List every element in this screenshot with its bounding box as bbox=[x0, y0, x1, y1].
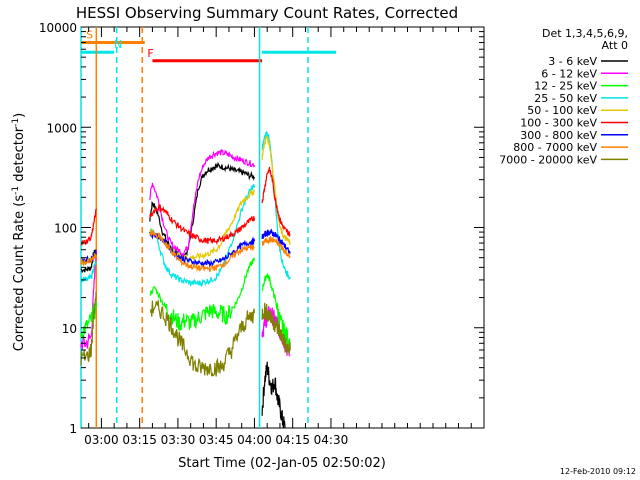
x-tick-label: 03:00 bbox=[84, 433, 119, 447]
chart-title: HESSI Observing Summary Count Rates, Cor… bbox=[76, 4, 458, 22]
vlines-layer bbox=[80, 27, 309, 428]
series-line bbox=[261, 272, 291, 352]
x-tick-label: 03:30 bbox=[161, 433, 196, 447]
series-line bbox=[149, 161, 255, 260]
ticks-layer: 03:00 03:15 03:30 03:45 04:00 04:15 04:30 1 10 10… bbox=[39, 21, 484, 447]
series-line bbox=[261, 130, 291, 281]
legend-entry-label: 7000 - 20000 keV bbox=[499, 153, 597, 166]
series-line bbox=[149, 204, 255, 246]
series-line bbox=[80, 208, 97, 246]
y-tick-label: 10 bbox=[62, 322, 77, 336]
timestamp: 12-Feb-2010 09:12 bbox=[560, 467, 636, 476]
y-tick-label: 10000 bbox=[39, 21, 77, 35]
series-line bbox=[261, 228, 291, 256]
series-line bbox=[149, 183, 255, 288]
legend-entry-label: 12 - 25 keV bbox=[534, 80, 597, 93]
legend-entry-label: 25 - 50 keV bbox=[534, 92, 597, 105]
flag-label: N bbox=[114, 38, 122, 51]
series-line bbox=[149, 230, 255, 273]
legend-entry-label: 800 - 7000 keV bbox=[513, 141, 597, 154]
legend-entry-label: 6 - 12 keV bbox=[541, 67, 597, 80]
y-tick-label: 1 bbox=[69, 422, 77, 436]
series-line bbox=[149, 257, 255, 331]
legend-entry-label: 100 - 300 keV bbox=[520, 117, 597, 130]
series-line bbox=[261, 361, 286, 429]
series-line bbox=[261, 235, 291, 259]
flag-label: S bbox=[86, 29, 93, 42]
series-line bbox=[80, 253, 97, 268]
x-tick-label: 04:00 bbox=[237, 433, 272, 447]
y-tick-label: 100 bbox=[54, 222, 77, 236]
legend-entry-label: 3 - 6 keV bbox=[548, 55, 597, 68]
legend-entry-label: 50 - 100 keV bbox=[527, 104, 597, 117]
x-tick-label: 03:15 bbox=[122, 433, 157, 447]
series-line bbox=[80, 291, 97, 366]
y-axis-label: Corrected Count Rate (s-1 detector-1) bbox=[11, 113, 27, 351]
legend-entry-label: 300 - 800 keV bbox=[520, 129, 597, 142]
x-tick-label: 04:15 bbox=[275, 433, 310, 447]
flags-layer: S N F bbox=[81, 29, 337, 63]
series-line bbox=[149, 148, 255, 259]
x-axis-label: Start Time (02-Jan-05 02:50:02) bbox=[178, 456, 386, 471]
series-line bbox=[80, 300, 97, 340]
series-line bbox=[261, 302, 291, 355]
series-line bbox=[261, 166, 291, 237]
series-line bbox=[149, 300, 255, 377]
x-tick-label: 04:30 bbox=[314, 433, 349, 447]
legend-header-line-2: Att 0 bbox=[602, 39, 628, 52]
legend-header-line-1: Det 1,3,4,5,6,9, bbox=[542, 27, 628, 40]
flag-label: F bbox=[147, 47, 153, 60]
series-line bbox=[149, 188, 255, 262]
series-line bbox=[80, 249, 97, 274]
x-tick-label: 03:45 bbox=[199, 433, 234, 447]
y-tick-label: 1000 bbox=[46, 121, 77, 135]
